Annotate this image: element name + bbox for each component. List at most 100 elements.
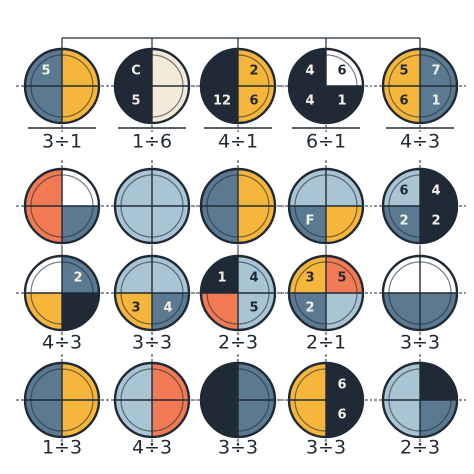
quadrant xyxy=(238,206,275,243)
digit: 4 xyxy=(249,271,258,286)
fraction-label: 1÷6 xyxy=(132,131,172,153)
icon xyxy=(192,354,284,446)
digit: 3 xyxy=(131,301,140,316)
quadrant xyxy=(152,400,189,437)
quadrant xyxy=(383,86,420,123)
quadrant xyxy=(25,86,62,123)
quadrant xyxy=(383,206,420,243)
fraction-label: 3÷3 xyxy=(218,437,258,459)
icon xyxy=(16,160,108,252)
digit: 3 xyxy=(305,271,314,286)
quadrant xyxy=(326,49,363,86)
quadrant xyxy=(152,169,189,206)
digit: 6 xyxy=(399,94,408,109)
quadrant xyxy=(25,256,62,293)
quadrant xyxy=(326,400,363,437)
digit: 6 xyxy=(337,378,346,393)
fraction-label: 4÷3 xyxy=(42,332,82,354)
digit: 2 xyxy=(249,64,258,79)
fraction-label: 1÷3 xyxy=(42,437,82,459)
quadrant xyxy=(152,49,189,86)
quadrant xyxy=(326,293,363,330)
digit: 4 xyxy=(431,184,440,199)
quadrant xyxy=(62,293,99,330)
quadrant xyxy=(289,206,326,243)
quadrant xyxy=(238,86,275,123)
quadrant xyxy=(62,169,99,206)
quadrant xyxy=(420,256,457,293)
quadrant xyxy=(115,363,152,400)
quadrant xyxy=(152,363,189,400)
quadrant xyxy=(115,256,152,293)
quadrant xyxy=(62,256,99,293)
quadrant xyxy=(152,256,189,293)
quadrant xyxy=(420,206,457,243)
digit: 1 xyxy=(431,94,440,109)
quadrant xyxy=(62,363,99,400)
quadrant xyxy=(62,49,99,86)
quadrant xyxy=(201,169,238,206)
quadrant xyxy=(25,169,62,206)
quadrant xyxy=(152,293,189,330)
quadrant xyxy=(383,293,420,330)
quadrant xyxy=(383,363,420,400)
digit: 1 xyxy=(337,94,346,109)
icon: 5 7 6 1 xyxy=(374,40,466,132)
digit: 6 xyxy=(337,408,346,423)
quadrant xyxy=(238,49,275,86)
digit: 2 xyxy=(73,271,82,286)
quadrant xyxy=(383,49,420,86)
digit: 2 xyxy=(305,301,314,316)
fraction-label: 3÷3 xyxy=(132,332,172,354)
digit: 4 xyxy=(163,301,172,316)
fraction-label: 3÷3 xyxy=(306,437,346,459)
icon xyxy=(106,160,198,252)
quadrant xyxy=(420,293,457,330)
quadrant xyxy=(289,293,326,330)
quadrant xyxy=(25,400,62,437)
digit: 4 xyxy=(305,64,314,79)
digit: 6 xyxy=(249,94,258,109)
icon: F xyxy=(280,160,372,252)
icon xyxy=(106,354,198,446)
icon: 2 xyxy=(16,247,108,339)
quadrant xyxy=(62,206,99,243)
quadrant xyxy=(238,256,275,293)
icon xyxy=(374,247,466,339)
digit: 4 xyxy=(305,94,314,109)
digit: 6 xyxy=(399,184,408,199)
fraction-label: 2÷3 xyxy=(218,332,258,354)
quadrant xyxy=(238,363,275,400)
digit: 2 xyxy=(431,214,440,229)
digit: 12 xyxy=(213,94,231,109)
icon xyxy=(16,354,108,446)
quadrant xyxy=(289,86,326,123)
digit: 5 xyxy=(249,301,258,316)
icon: 4 6 4 1 xyxy=(280,40,372,132)
quadrant xyxy=(201,49,238,86)
quadrant xyxy=(420,86,457,123)
quadrant xyxy=(115,206,152,243)
quadrant xyxy=(238,169,275,206)
icon: 5 xyxy=(16,40,108,132)
quadrant xyxy=(289,400,326,437)
quadrant xyxy=(289,49,326,86)
quadrant xyxy=(115,293,152,330)
quadrant xyxy=(238,400,275,437)
quadrant xyxy=(25,293,62,330)
quadrant xyxy=(152,206,189,243)
quadrant xyxy=(326,363,363,400)
quadrant xyxy=(420,49,457,86)
quadrant xyxy=(383,169,420,206)
quadrant xyxy=(420,363,457,400)
quadrant xyxy=(201,293,238,330)
quadrant xyxy=(326,206,363,243)
icon xyxy=(374,354,466,446)
icon: 6 4 2 2 xyxy=(374,160,466,252)
icon: C5 xyxy=(106,40,198,132)
fraction-label: 6÷1 xyxy=(306,131,346,153)
fraction-label: 3÷3 xyxy=(400,332,440,354)
icon: 66 xyxy=(280,354,372,446)
digit: 1 xyxy=(217,271,226,286)
